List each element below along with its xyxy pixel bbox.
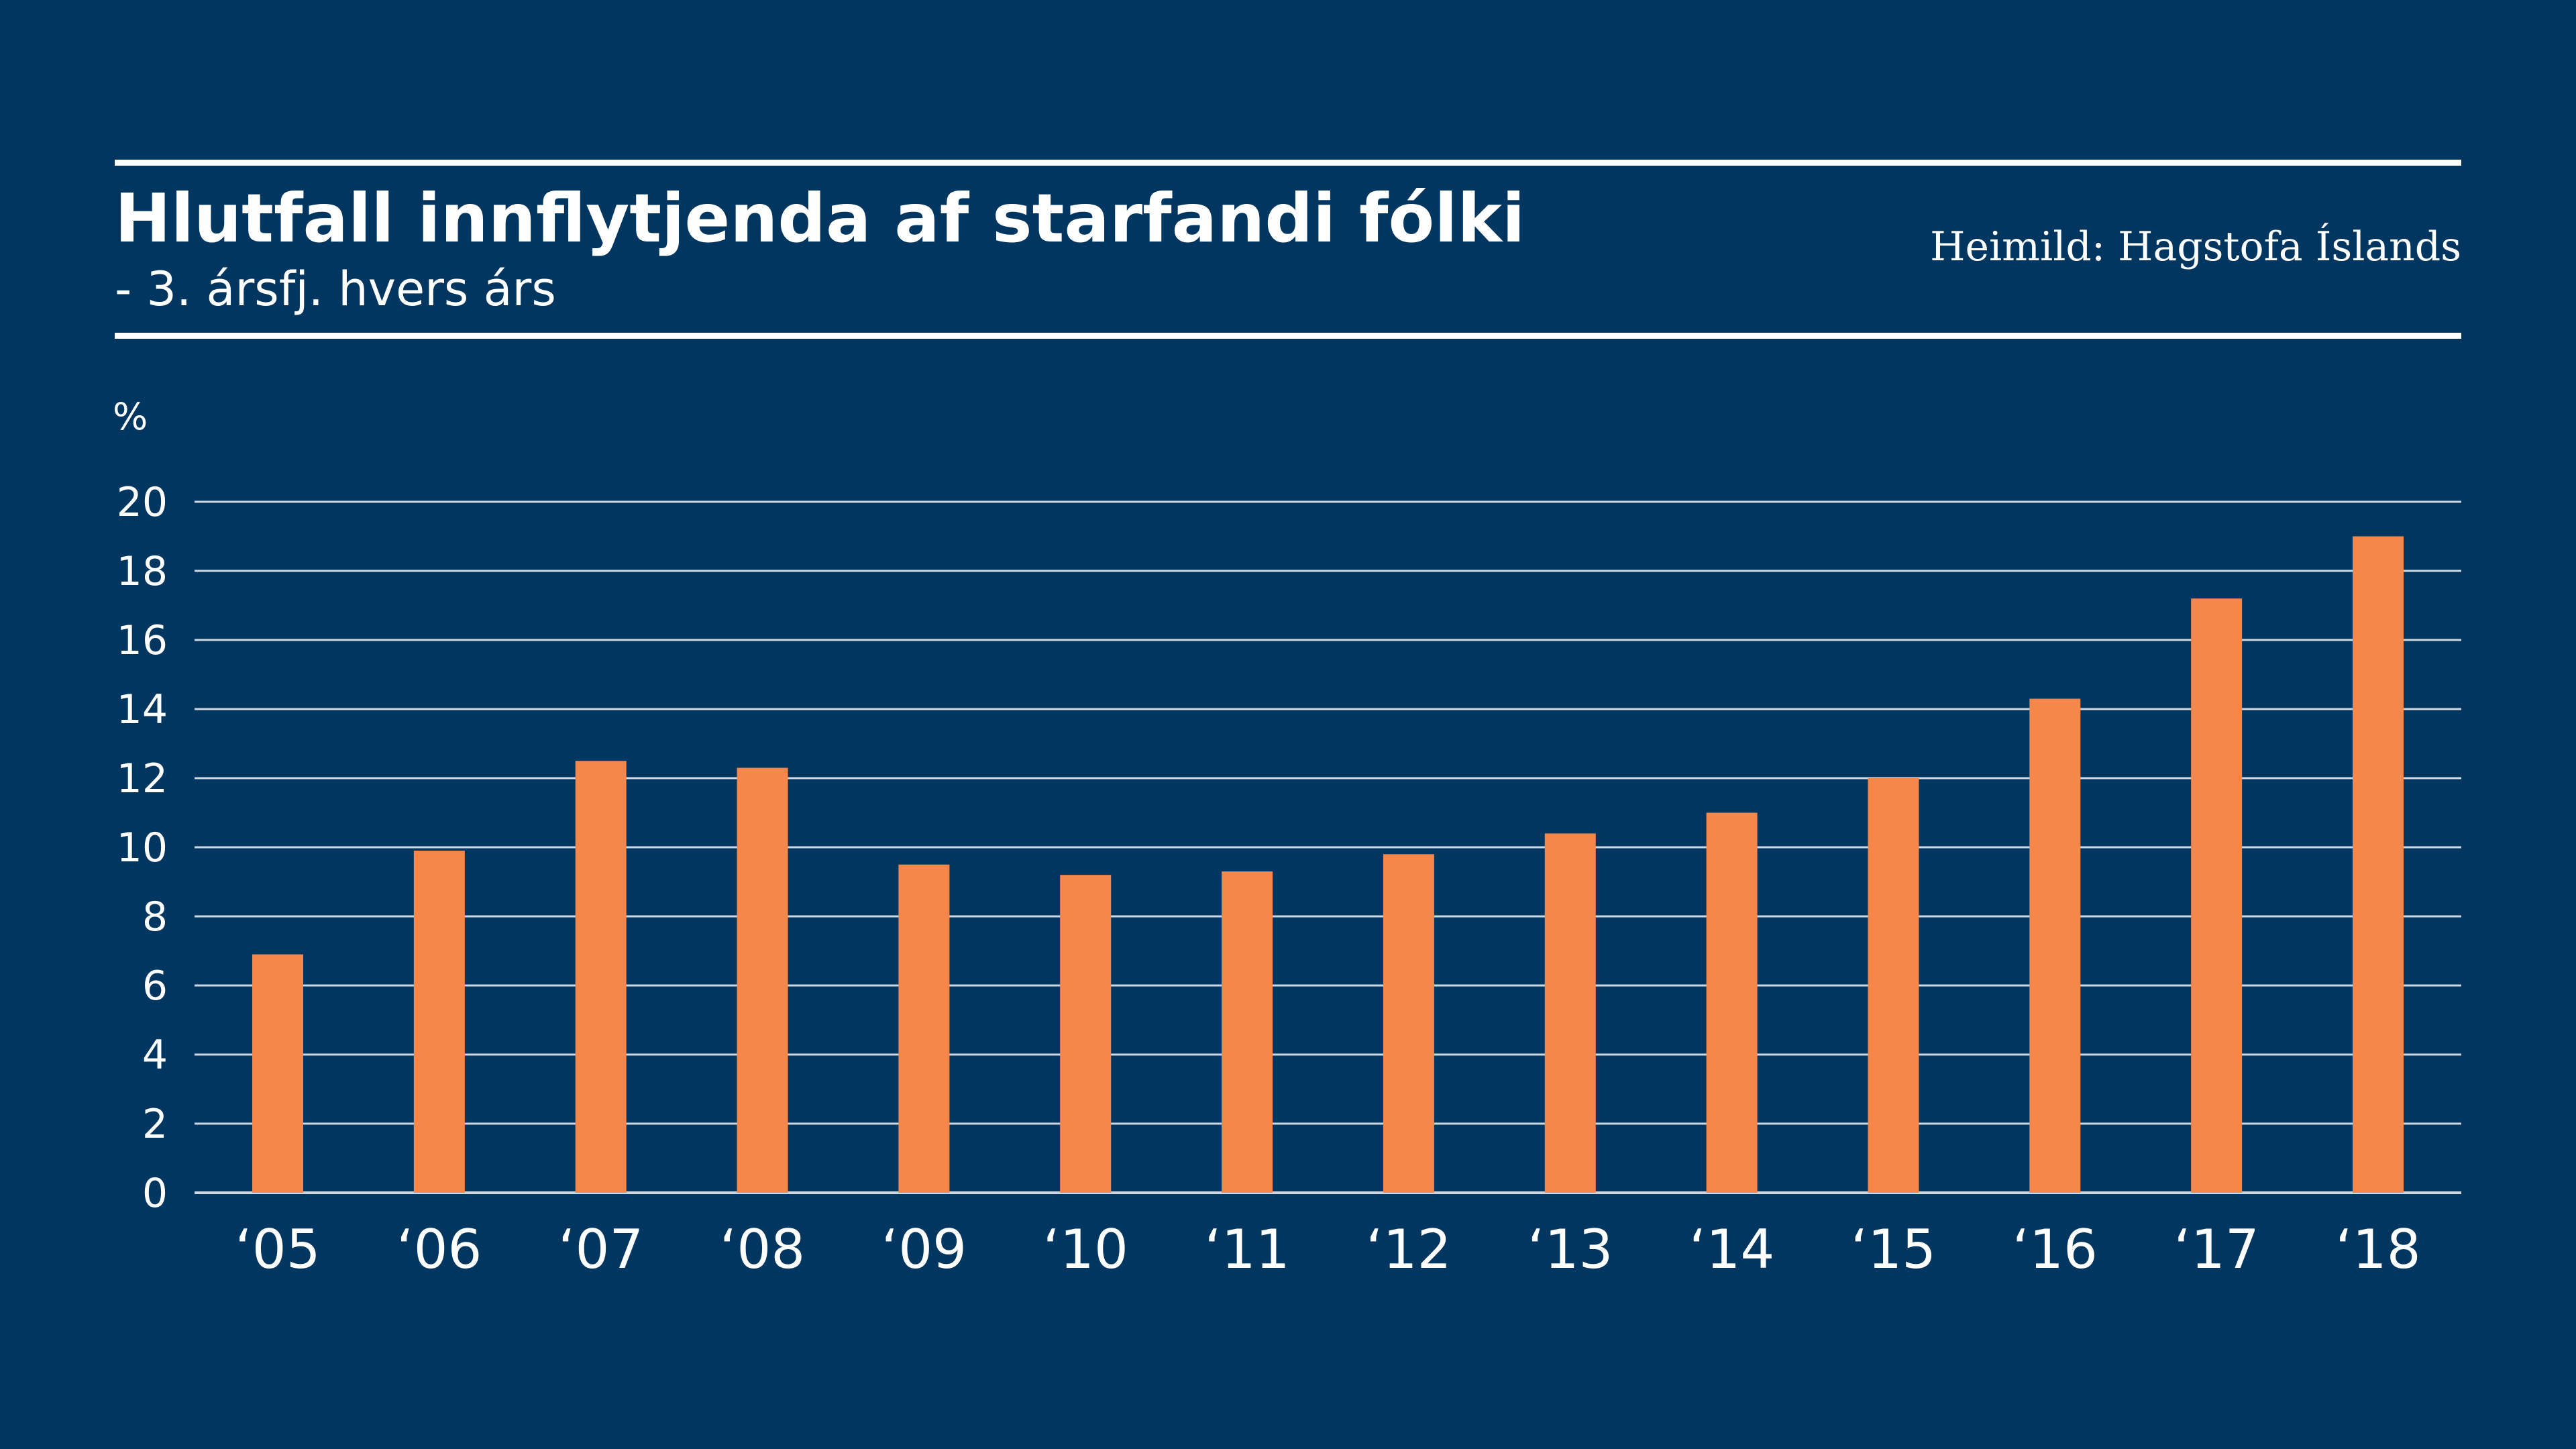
- y-tick-label: 18: [117, 548, 168, 595]
- bar: [737, 767, 788, 1193]
- gridlines: [195, 500, 2461, 1194]
- y-tick-label: 0: [142, 1170, 168, 1217]
- x-tick-label: ‘15: [1851, 1218, 1936, 1281]
- x-tick-labels: ‘05 ‘06 ‘07 ‘08 ‘09 ‘10 ‘11 ‘12 ‘13 ‘14 ‘15 ‘16 ‘17 ‘…: [235, 1218, 2420, 1281]
- y-tick-label: 20: [117, 479, 168, 526]
- header-top-rule: [115, 160, 2461, 166]
- x-tick-label: ‘12: [1366, 1218, 1451, 1281]
- header-bottom-rule: [115, 333, 2461, 339]
- bar: [1222, 871, 1273, 1193]
- bar: [252, 954, 303, 1193]
- bar: [1868, 778, 1919, 1193]
- y-tick-label: 4: [142, 1032, 168, 1079]
- y-tick-label: 14: [117, 686, 168, 733]
- bar: [2029, 698, 2081, 1193]
- y-axis-unit-label: %: [113, 395, 148, 438]
- bar: [1060, 875, 1112, 1193]
- x-tick-label: ‘06: [396, 1218, 482, 1281]
- x-tick-label: ‘07: [558, 1218, 643, 1281]
- x-tick-label: ‘08: [720, 1218, 805, 1281]
- y-tick-label: 2: [142, 1101, 168, 1148]
- y-tick-labels: 0 2 4 6 8 10 12 14 16 18 20: [117, 479, 168, 1217]
- x-tick-label: ‘13: [1527, 1218, 1613, 1281]
- chart-title: Hlutfall innflytjenda af starfandi fólki: [115, 179, 1525, 258]
- y-tick-label: 8: [142, 894, 168, 941]
- chart-subtitle: - 3. ársfj. hvers árs: [115, 262, 556, 317]
- bar: [1706, 812, 1758, 1193]
- bars: [252, 536, 2404, 1193]
- y-tick-label: 6: [142, 963, 168, 1010]
- bar: [575, 761, 627, 1193]
- x-tick-label: ‘17: [2174, 1218, 2259, 1281]
- y-tick-label: 10: [117, 824, 168, 871]
- x-tick-label: ‘10: [1043, 1218, 1128, 1281]
- bar: [2191, 598, 2243, 1193]
- x-tick-label: ‘18: [2335, 1218, 2420, 1281]
- chart-source: Heimild: Hagstofa Íslands: [1930, 223, 2461, 270]
- x-tick-label: ‘14: [1689, 1218, 1774, 1281]
- bar: [898, 864, 950, 1193]
- bar: [1544, 833, 1596, 1193]
- bar: [2353, 536, 2404, 1193]
- y-tick-label: 16: [117, 617, 168, 664]
- x-tick-label: ‘16: [2012, 1218, 2098, 1281]
- x-tick-label: ‘11: [1204, 1218, 1289, 1281]
- bar: [413, 851, 465, 1193]
- x-tick-label: ‘09: [881, 1218, 967, 1281]
- bar: [1383, 854, 1434, 1193]
- y-tick-label: 12: [117, 755, 168, 802]
- x-tick-label: ‘05: [235, 1218, 320, 1281]
